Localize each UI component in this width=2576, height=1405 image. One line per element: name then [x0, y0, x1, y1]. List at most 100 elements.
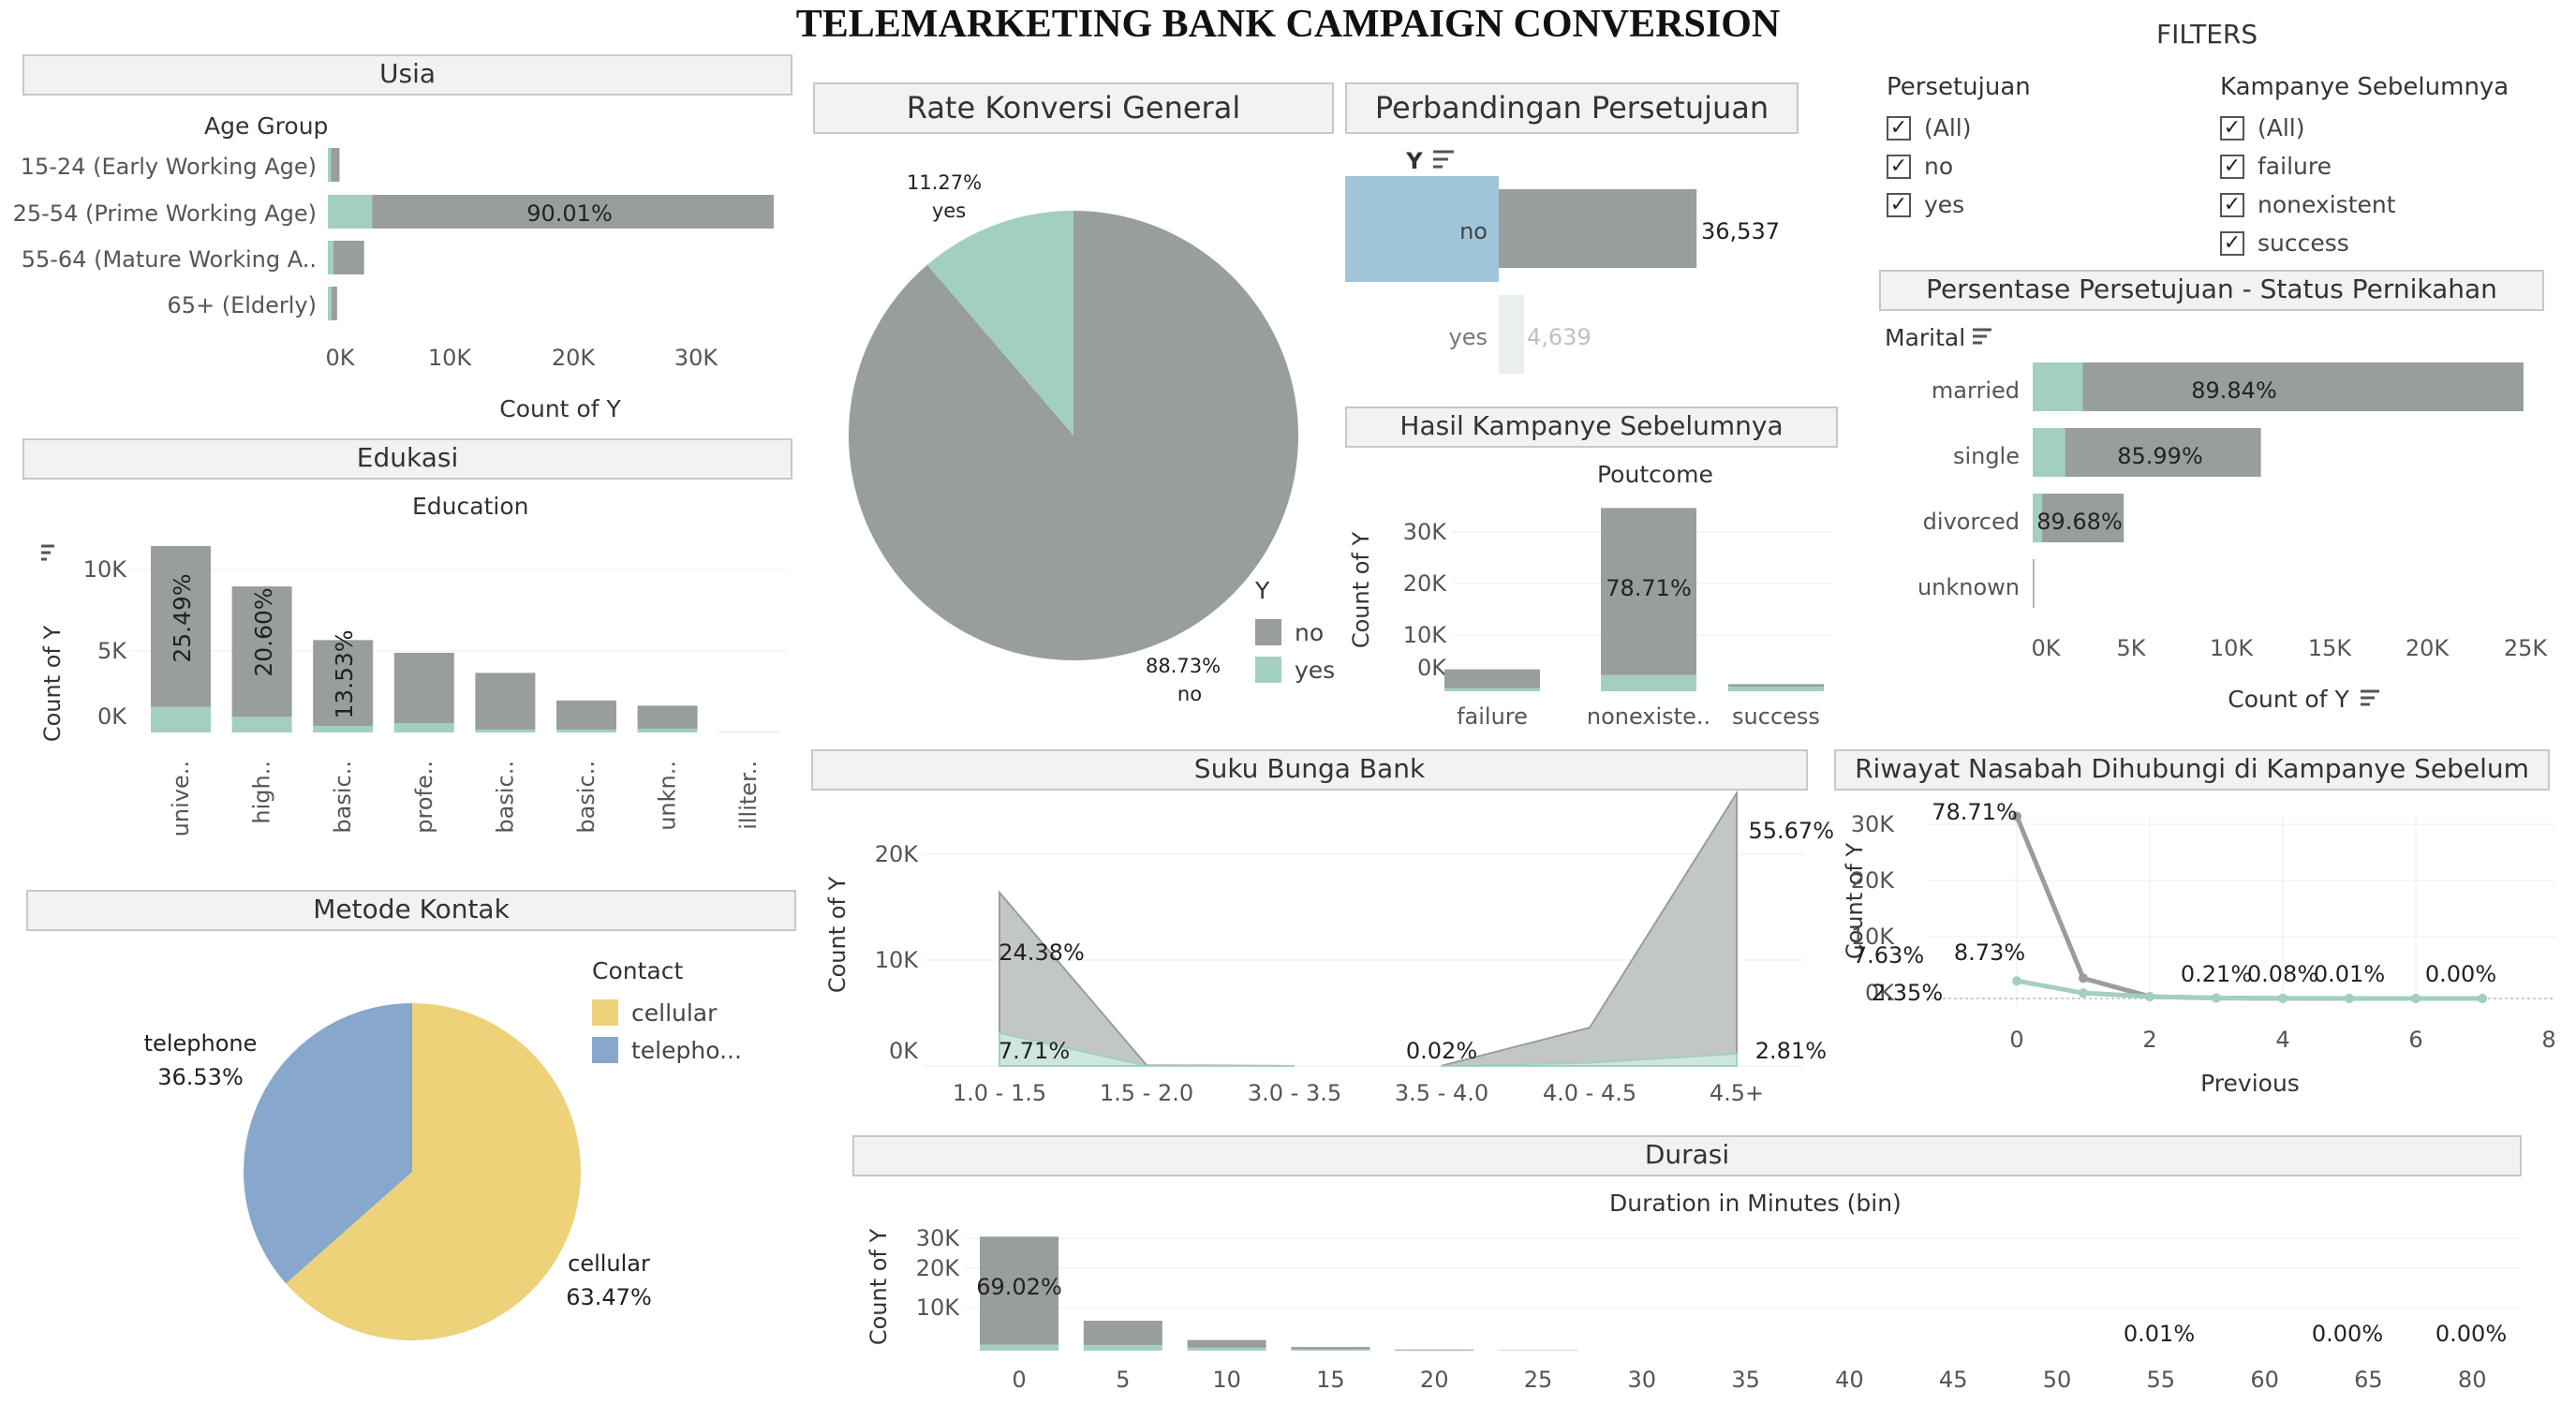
- usia-bar-no[interactable]: [331, 148, 340, 182]
- marital-bar-no[interactable]: [2042, 494, 2124, 542]
- riwayat-point-yes[interactable]: [2278, 993, 2287, 1003]
- cellular-swatch: [592, 999, 618, 1026]
- filter-option-yes[interactable]: ✓ yes: [1887, 185, 2031, 224]
- usia-bar-yes[interactable]: [328, 287, 332, 320]
- marital-sort-icon[interactable]: [1971, 326, 1993, 348]
- hasil-bar-no[interactable]: [1601, 508, 1696, 675]
- edukasi-bar-no[interactable]: [556, 700, 616, 730]
- edukasi-chart[interactable]: Count of Y 10K 5K 0K 25.49% 20.60% 13.53…: [0, 515, 796, 836]
- riwayat-chart[interactable]: Count of Y 30K 20K 10K 0K 78.71% 7.63% 2…: [1828, 796, 2569, 1115]
- usia-bar-yes[interactable]: [328, 195, 373, 229]
- durasi-bar-no[interactable]: [1291, 1347, 1370, 1350]
- durasi-bar-no[interactable]: [1083, 1321, 1162, 1345]
- hasil-bar-yes[interactable]: [1601, 674, 1696, 691]
- filter-option-all[interactable]: ✓ (All): [2220, 109, 2509, 147]
- usia-bar-yes[interactable]: [328, 241, 333, 274]
- edukasi-bar-yes[interactable]: [475, 729, 536, 732]
- perbandingan-bar-yes[interactable]: [1499, 295, 1524, 374]
- filter-option-failure[interactable]: ✓ failure: [2220, 147, 2509, 185]
- metode-pie[interactable]: telephone 36.53% cellular 63.47%: [131, 974, 652, 1386]
- usia-chart[interactable]: 15-24 (Early Working Age) 25-54 (Prime W…: [0, 131, 796, 468]
- riwayat-point-yes[interactable]: [2478, 993, 2487, 1003]
- edukasi-bar-yes[interactable]: [151, 706, 211, 732]
- riwayat-point-yes[interactable]: [2145, 991, 2154, 1001]
- riwayat-line-yes[interactable]: [2016, 978, 2483, 1001]
- durasi-bar-yes[interactable]: [1083, 1344, 1162, 1351]
- marital-chart[interactable]: married single divorced unknown 89.84% 8…: [1873, 347, 2567, 721]
- suku-area-no[interactable]: [999, 790, 1738, 1067]
- usia-bar-no[interactable]: [333, 241, 364, 274]
- usia-bar-yes[interactable]: [328, 148, 332, 182]
- checkbox-checked-icon[interactable]: ✓: [2220, 154, 2244, 179]
- filter-option-all[interactable]: ✓ (All): [1887, 109, 2031, 147]
- hasil-bar-no[interactable]: [1444, 669, 1540, 688]
- hasil-bar-yes[interactable]: [1444, 688, 1540, 691]
- marital-bar-no[interactable]: [2033, 559, 2035, 608]
- riwayat-point-yes[interactable]: [2411, 993, 2421, 1003]
- riwayat-label: 8.73%: [1954, 939, 2025, 966]
- hasil-bar-yes[interactable]: [1728, 687, 1824, 691]
- marital-bar-no[interactable]: [2065, 428, 2261, 477]
- usia-bar-no[interactable]: [331, 287, 337, 320]
- edukasi-bar-yes[interactable]: [393, 723, 454, 732]
- checkbox-checked-icon[interactable]: ✓: [1887, 192, 1911, 217]
- marital-bar-no[interactable]: [2082, 362, 2524, 411]
- checkbox-checked-icon[interactable]: ✓: [2220, 192, 2244, 217]
- rate-pie[interactable]: 11.27% yes 88.73% no: [806, 150, 1405, 731]
- marital-xlabel-sort-icon[interactable]: [2361, 689, 2379, 706]
- edukasi-bar-no[interactable]: [313, 640, 374, 726]
- durasi-chart[interactable]: Count of Y 30K 20K 10K 69.02% 0.01% 0.00…: [852, 1214, 2539, 1401]
- checkbox-checked-icon[interactable]: ✓: [1887, 115, 1911, 140]
- suku-chart[interactable]: Count of Y 20K 10K 0K 24.38% 7.71% 0.02%…: [811, 790, 1842, 1133]
- edukasi-bar-yes[interactable]: [231, 717, 292, 732]
- durasi-bar-yes[interactable]: [1187, 1347, 1266, 1351]
- riwayat-point-yes[interactable]: [2212, 993, 2221, 1003]
- pie-slice-yes[interactable]: [926, 211, 1073, 436]
- edukasi-bar-yes[interactable]: [313, 725, 374, 732]
- durasi-bar-yes[interactable]: [1395, 1350, 1474, 1351]
- marital-bar-yes[interactable]: [2033, 494, 2043, 542]
- filter-option-no[interactable]: ✓ no: [1887, 147, 2031, 185]
- rate-legend-item[interactable]: yes: [1255, 651, 1335, 688]
- durasi-bar-no[interactable]: [980, 1236, 1059, 1345]
- edukasi-bar-no[interactable]: [151, 545, 211, 707]
- durasi-bar-yes[interactable]: [1291, 1349, 1370, 1351]
- metode-legend-item[interactable]: telepho...: [592, 1031, 742, 1069]
- riwayat-point-yes[interactable]: [2345, 993, 2354, 1003]
- riwayat-point-no[interactable]: [2079, 973, 2088, 984]
- edukasi-bar-no[interactable]: [637, 705, 698, 729]
- metode-legend-item[interactable]: cellular: [592, 994, 742, 1031]
- suku-area-yes[interactable]: [999, 1031, 1738, 1067]
- marital-bar-yes[interactable]: [2033, 428, 2065, 477]
- riwayat-point-yes[interactable]: [2012, 976, 2021, 986]
- suku-tick: 10K: [875, 947, 920, 973]
- hasil-chart[interactable]: Count of Y 30K 20K 10K 0K 78.71% failure…: [1340, 487, 1845, 749]
- filter-option-nonexistent[interactable]: ✓ nonexistent: [2220, 185, 2509, 224]
- edukasi-bar-yes[interactable]: [637, 728, 698, 732]
- filter-option-success[interactable]: ✓ success: [2220, 224, 2509, 262]
- perbandingan-chart[interactable]: Y no yes 36,537 4,639: [1340, 140, 1827, 384]
- checkbox-checked-icon[interactable]: ✓: [2220, 115, 2244, 140]
- edukasi-sort-icon[interactable]: [41, 544, 54, 561]
- edukasi-bar-yes[interactable]: [556, 729, 616, 732]
- checkbox-checked-icon[interactable]: ✓: [2220, 230, 2244, 256]
- riwayat-point-yes[interactable]: [2079, 988, 2088, 998]
- rate-legend-item[interactable]: no: [1255, 614, 1335, 651]
- perbandingan-row-label[interactable]: no: [1459, 218, 1488, 244]
- edukasi-bar-no[interactable]: [231, 586, 292, 717]
- checkbox-checked-icon[interactable]: ✓: [1887, 154, 1911, 179]
- riwayat-point-no[interactable]: [2012, 811, 2021, 821]
- perbandingan-bar-no[interactable]: [1499, 189, 1697, 268]
- edukasi-bar-no[interactable]: [475, 673, 536, 730]
- durasi-bar-yes[interactable]: [980, 1344, 1059, 1351]
- perbandingan-row-label[interactable]: yes: [1449, 324, 1488, 350]
- pie-slice-telephone[interactable]: [244, 1003, 412, 1284]
- pie-slice-cellular[interactable]: [286, 1003, 581, 1340]
- durasi-bar-no[interactable]: [1395, 1349, 1474, 1351]
- edukasi-bar-no[interactable]: [393, 652, 454, 724]
- perbandingan-sort-icon[interactable]: [1433, 150, 1454, 169]
- durasi-bar-no[interactable]: [1187, 1339, 1266, 1348]
- hasil-bar-no[interactable]: [1728, 684, 1824, 688]
- usia-bar-no[interactable]: [372, 195, 774, 229]
- marital-bar-yes[interactable]: [2033, 362, 2083, 411]
